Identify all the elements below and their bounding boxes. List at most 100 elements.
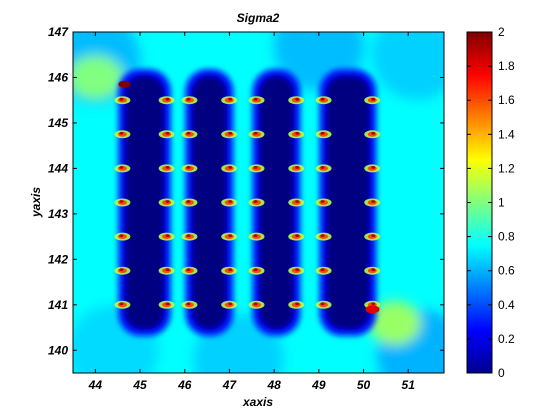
- colorbar-tick-label: 0: [498, 366, 505, 380]
- stress-hotspot-peak: [253, 97, 258, 101]
- stress-hotspot-peak: [165, 268, 170, 272]
- stress-hotspot-peak: [371, 234, 376, 238]
- stress-hotspot-peak: [228, 234, 233, 238]
- y-tick-label: 144: [48, 161, 68, 175]
- stress-hotspot-peak: [253, 234, 258, 238]
- stress-hotspot-peak: [228, 97, 233, 101]
- stress-hotspot-peak: [371, 268, 376, 272]
- stress-hotspot-peak: [165, 131, 170, 135]
- stress-hotspot-peak: [119, 200, 124, 203]
- stress-hotspot-peak: [320, 97, 325, 101]
- colorbar-tick-label: 1.4: [498, 127, 515, 141]
- stress-hotspot-peak: [371, 200, 376, 203]
- stress-hotspot-peak: [186, 302, 191, 306]
- stress-hotspot-peak: [295, 166, 300, 169]
- colorbar-tick-label: 0.6: [498, 264, 515, 278]
- stress-hotspot-peak: [165, 234, 170, 238]
- colorbar-tick-label: 1.2: [498, 161, 515, 175]
- low-stress-column: [258, 75, 295, 330]
- peak-hotspot: [118, 80, 131, 88]
- stress-hotspot-peak: [320, 268, 325, 272]
- colorbar-tick-label: 2: [498, 25, 505, 39]
- y-tick-label: 140: [48, 343, 68, 357]
- stress-hotspot-peak: [228, 166, 233, 169]
- colorbar-tick-label: 0.4: [498, 298, 515, 312]
- x-tick-label: 46: [177, 378, 192, 392]
- stress-hotspot-peak: [295, 200, 300, 203]
- stress-hotspot-peak: [186, 234, 191, 238]
- plot-frame: [72, 31, 445, 374]
- stress-hotspot-peak: [295, 234, 300, 238]
- colorbar-tick-label: 1.6: [498, 93, 515, 107]
- stress-hotspot-peak: [320, 200, 325, 203]
- y-axis: 140 141 142 143 144 145 146 147: [48, 25, 444, 357]
- stress-hotspot-peak: [320, 302, 325, 306]
- low-stress-column: [124, 75, 165, 330]
- stress-hotspot-peak: [119, 131, 124, 135]
- stress-hotspot-peak: [119, 268, 124, 272]
- peak-hotspot: [365, 305, 380, 314]
- colorbar-axis: 0 0.2 0.4 0.6 0.8 1 1.2 1.4 1.6 1.8 2: [467, 25, 515, 380]
- stress-hotspot-peak: [295, 302, 300, 306]
- y-tick-label: 145: [48, 116, 68, 130]
- x-axis-label: xaxis: [242, 395, 273, 409]
- x-tick-label: 47: [222, 378, 238, 392]
- field-region: [368, 300, 421, 345]
- colorbar-tick-label: 1: [498, 196, 505, 210]
- stress-hotspot-peak: [228, 131, 233, 135]
- stress-hotspot-peak: [320, 131, 325, 135]
- stress-hotspot-peak: [371, 97, 376, 101]
- low-stress-column: [325, 75, 371, 330]
- stress-hotspot-peak: [320, 166, 325, 169]
- stress-hotspot-peak: [186, 131, 191, 135]
- stress-hotspot-peak: [228, 302, 233, 306]
- stress-hotspot-peak: [253, 200, 258, 203]
- stress-hotspot-peak: [371, 166, 376, 169]
- stress-hotspot-peak: [186, 268, 191, 272]
- stress-hotspot-peak: [253, 166, 258, 169]
- stress-hotspot-peak: [165, 166, 170, 169]
- colorbar-tick-label: 1.8: [498, 59, 515, 73]
- stress-hotspot-peak: [253, 302, 258, 306]
- stress-hotspot-peak: [165, 302, 170, 306]
- y-tick-label: 142: [48, 252, 68, 266]
- x-tick-label: 44: [88, 378, 103, 392]
- x-tick-label: 50: [357, 378, 371, 392]
- stress-hotspot-peak: [228, 268, 233, 272]
- low-stress-column: [191, 75, 228, 330]
- stress-hotspot-peak: [186, 97, 191, 101]
- x-tick-label: 49: [311, 378, 326, 392]
- chart-title: Sigma2: [237, 11, 280, 25]
- stress-hotspot-peak: [119, 166, 124, 169]
- y-axis-label: yaxis: [29, 187, 43, 218]
- stress-hotspot-peak: [371, 302, 376, 306]
- y-tick-label: 143: [48, 207, 68, 221]
- stress-hotspot-peak: [253, 131, 258, 135]
- x-tick-label: 45: [132, 378, 147, 392]
- colorbar-tick-label: 0.8: [498, 230, 515, 244]
- stress-hotspot-peak: [165, 200, 170, 203]
- y-tick-label: 146: [48, 70, 68, 84]
- x-axis: 44 45 46 47 48 49 50 51: [88, 32, 416, 392]
- x-tick-label: 48: [266, 378, 281, 392]
- colorbar: [467, 32, 492, 373]
- heatmap-field: [73, 32, 444, 373]
- field-region: [73, 55, 124, 100]
- colorbar-tick-label: 0.2: [498, 332, 515, 346]
- stress-hotspot-peak: [228, 200, 233, 203]
- stress-hotspot-peak: [119, 234, 124, 238]
- stress-hotspot-peak: [119, 97, 124, 101]
- stress-hotspot-peak: [295, 268, 300, 272]
- stress-hotspot-peak: [320, 234, 325, 238]
- stress-hotspot-peak: [165, 97, 170, 101]
- stress-hotspot-peak: [371, 131, 376, 135]
- stress-hotspot-peak: [186, 166, 191, 169]
- stress-hotspot-peak: [186, 200, 191, 203]
- field-region: [372, 32, 444, 100]
- x-tick-label: 51: [402, 378, 416, 392]
- stress-hotspot-peak: [119, 302, 124, 306]
- stress-hotspot-peak: [295, 97, 300, 101]
- y-tick-label: 141: [48, 298, 68, 312]
- y-tick-label: 147: [48, 25, 69, 39]
